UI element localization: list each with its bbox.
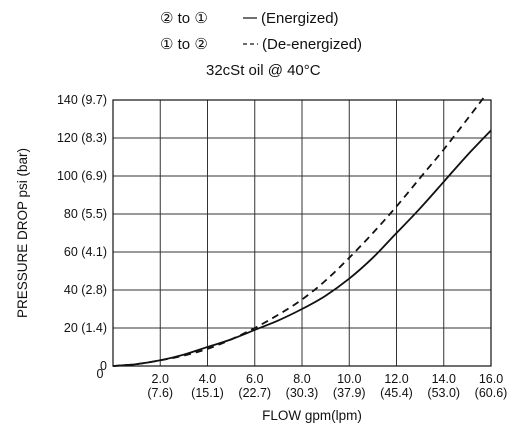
- series-line-deenergized: [112, 93, 488, 367]
- x-tick-label: 12.0: [384, 372, 408, 386]
- x-tick-sublabel: (30.3): [286, 386, 319, 400]
- legend-energized-to: ①: [194, 10, 207, 27]
- x-tick-sublabel: (60.6): [475, 386, 508, 400]
- x-tick-label: 14.0: [432, 372, 456, 386]
- legend-deenergized-row: ① to ②: [160, 36, 208, 53]
- x-axis-ticks: 0 2.0(7.6) 4.0(15.1) 6.0(22.7) 8.0(30.3) 10.0…: [97, 367, 508, 400]
- legend-energized-label: (Energized): [261, 10, 339, 27]
- y-tick-label: 120 (8.3): [57, 131, 107, 145]
- x-tick-sublabel: (7.6): [147, 386, 173, 400]
- y-tick-label: 80 (5.5): [64, 207, 107, 221]
- y-tick-label: 60 (4.1): [64, 245, 107, 259]
- legend-deenergized-joiner: to: [178, 36, 191, 53]
- y-axis-label: PRESSURE DROP psi (bar): [15, 148, 30, 318]
- legend-energized-from: ②: [160, 10, 173, 27]
- y-tick-label: 0: [100, 359, 107, 373]
- x-tick-label: 2.0: [152, 372, 169, 386]
- legend-deenergized-from: ①: [160, 36, 173, 53]
- x-tick-sublabel: (15.1): [191, 386, 224, 400]
- legend-deenergized-to: ②: [194, 36, 207, 53]
- grid: [113, 100, 491, 366]
- x-tick-label: 4.0: [199, 372, 216, 386]
- x-tick-sublabel: (45.4): [380, 386, 413, 400]
- y-tick-label: 140 (9.7): [57, 93, 107, 107]
- legend-condition: 32cSt oil @ 40°C: [206, 62, 321, 79]
- legend: ② to ① (Energized) ① to ② (De-energized)…: [160, 10, 362, 79]
- y-tick-label: 20 (1.4): [64, 321, 107, 335]
- x-tick-label: 16.0: [479, 372, 503, 386]
- x-tick-sublabel: (53.0): [427, 386, 460, 400]
- legend-energized-row: ② to ①: [160, 10, 208, 27]
- x-axis-label: FLOW gpm(lpm): [262, 408, 362, 423]
- y-tick-label: 100 (6.9): [57, 169, 107, 183]
- y-tick-label: 40 (2.8): [64, 283, 107, 297]
- x-tick-sublabel: (22.7): [238, 386, 271, 400]
- x-tick-label: 8.0: [293, 372, 310, 386]
- series-group: [112, 93, 492, 367]
- x-tick-sublabel: (37.9): [333, 386, 366, 400]
- plot-frame: [112, 99, 492, 367]
- x-tick-label: 10.0: [337, 372, 361, 386]
- y-axis-ticks: 0 20 (1.4) 40 (2.8) 60 (4.1) 80 (5.5) 100 (6.…: [57, 93, 107, 373]
- legend-energized-joiner: to: [178, 10, 191, 27]
- x-tick-label: 6.0: [246, 372, 263, 386]
- x-tick-label: 0: [97, 367, 104, 381]
- legend-deenergized-label: (De-energized): [262, 36, 362, 53]
